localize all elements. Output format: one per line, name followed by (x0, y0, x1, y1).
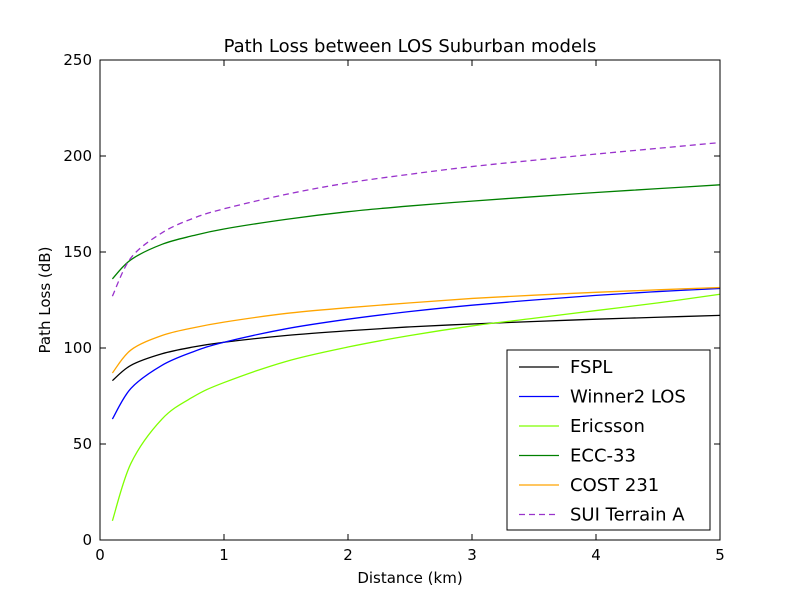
legend-label: Winner2 LOS (570, 387, 686, 408)
series-layer (111, 141, 721, 521)
legend-label: FSPL (570, 357, 612, 378)
y-tick-label: 150 (63, 243, 92, 261)
legend-label: SUI Terrain A (570, 505, 685, 526)
series-line-ecc-33 (111, 184, 721, 280)
y-axis-label: Path Loss (dB) (36, 247, 54, 354)
plot-frame (99, 59, 721, 541)
y-tick-label: 0 (82, 531, 92, 549)
y-tick-label: 200 (63, 147, 92, 165)
legend-box (506, 349, 711, 531)
x-tick-label: 3 (467, 546, 477, 564)
chart-title: Path Loss between LOS Suburban models (224, 36, 597, 57)
x-tick-label: 0 (95, 546, 105, 564)
x-tick-label: 4 (591, 546, 601, 564)
x-tick-label: 2 (343, 546, 353, 564)
x-axis-label: Distance (km) (357, 569, 462, 587)
legend-label: ECC-33 (570, 446, 636, 467)
x-tick-label: 1 (219, 546, 229, 564)
series-line-sui-terrain-a (111, 141, 721, 297)
legend-label: COST 231 (570, 475, 659, 496)
y-tick-label: 250 (63, 51, 92, 69)
series-line-winner2-los (111, 287, 721, 420)
series-line-fspl (111, 314, 721, 382)
series-line-ericsson (111, 293, 721, 521)
y-tick-label: 100 (63, 339, 92, 357)
legend-label: Ericsson (570, 416, 645, 437)
y-tick-label: 50 (73, 435, 92, 453)
series-line-cost-231 (111, 286, 721, 374)
x-tick-label: 5 (715, 546, 725, 564)
legend: FSPL Winner2 LOS Ericsson ECC-33 COST 231 SUI… (506, 349, 711, 531)
